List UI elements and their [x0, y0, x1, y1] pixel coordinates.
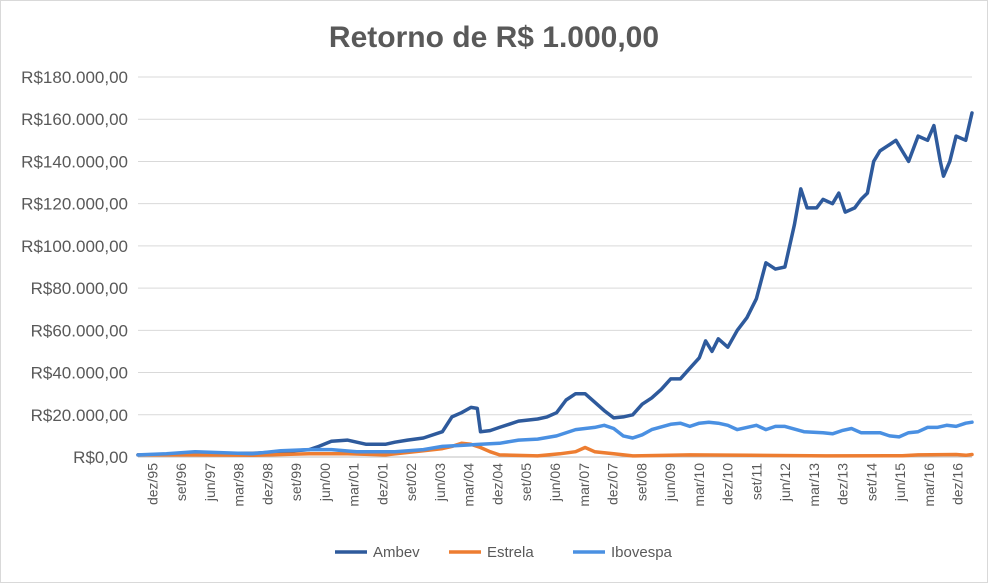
x-tick-label: mar/10	[691, 463, 707, 507]
x-tick-label: dez/16	[950, 463, 966, 505]
x-tick-label: jun/09	[662, 463, 678, 502]
x-tick-label: set/08	[633, 463, 649, 501]
x-tick-label: mar/16	[921, 463, 937, 507]
y-tick-label: R$100.000,00	[21, 237, 128, 256]
x-tick-label: set/02	[403, 463, 419, 501]
y-tick-label: R$180.000,00	[21, 68, 128, 87]
x-tick-label: dez/04	[489, 463, 505, 505]
x-tick-label: dez/10	[720, 463, 736, 505]
x-tick-label: mar/01	[346, 463, 362, 507]
y-tick-label: R$0,00	[73, 448, 128, 467]
series-line-ibovespa	[136, 420, 974, 457]
x-tick-label: dez/01	[374, 463, 390, 505]
y-tick-label: R$40.000,00	[31, 364, 128, 383]
x-tick-label: mar/98	[231, 463, 247, 507]
x-tick-label: set/11	[748, 463, 764, 500]
x-tick-label: jun/03	[432, 463, 448, 502]
x-tick-label: set/14	[863, 463, 879, 501]
y-tick-label: R$120.000,00	[21, 195, 128, 214]
chart-title: Retorno de R$ 1.000,00	[329, 21, 659, 54]
x-tick-label: jun/06	[547, 463, 563, 502]
y-tick-label: R$80.000,00	[31, 279, 128, 298]
legend-label-estrela: Estrela	[487, 544, 534, 561]
x-tick-label: mar/04	[461, 463, 477, 507]
y-tick-label: R$20.000,00	[31, 406, 128, 425]
series-lines	[136, 111, 974, 458]
x-tick-label: set/96	[173, 463, 189, 501]
x-tick-label: jun/00	[317, 463, 333, 502]
series-line-estrela	[136, 441, 974, 458]
x-tick-label: dez/07	[605, 463, 621, 505]
gridlines	[138, 76, 972, 458]
y-tick-label: R$60.000,00	[31, 321, 128, 340]
x-tick-label: dez/98	[259, 463, 275, 505]
y-axis-ticks: R$0,00 R$20.000,00 R$40.000,00 R$60.000,00 R…	[21, 68, 128, 467]
x-tick-label: mar/07	[576, 463, 592, 507]
x-tick-label: jun/15	[892, 463, 908, 502]
y-tick-label: R$140.000,00	[21, 152, 128, 171]
x-tick-label: set/99	[288, 463, 304, 501]
x-tick-label: dez/95	[144, 463, 160, 505]
x-tick-label: mar/13	[806, 463, 822, 507]
x-tick-label: jun/97	[202, 463, 218, 502]
legend-label-ibovespa: Ibovespa	[611, 544, 673, 561]
legend: Ambev Estrela Ibovespa	[335, 544, 673, 561]
legend-label-ambev: Ambev	[373, 544, 420, 561]
x-axis-ticks: dez/95 set/96 jun/97 mar/98 dez/98 set/99 jun/…	[144, 463, 965, 507]
y-tick-label: R$160.000,00	[21, 110, 128, 129]
x-tick-label: dez/13	[835, 463, 851, 505]
x-tick-label: set/05	[518, 463, 534, 501]
x-tick-label: jun/12	[777, 463, 793, 502]
series-line-ambev	[136, 111, 974, 457]
